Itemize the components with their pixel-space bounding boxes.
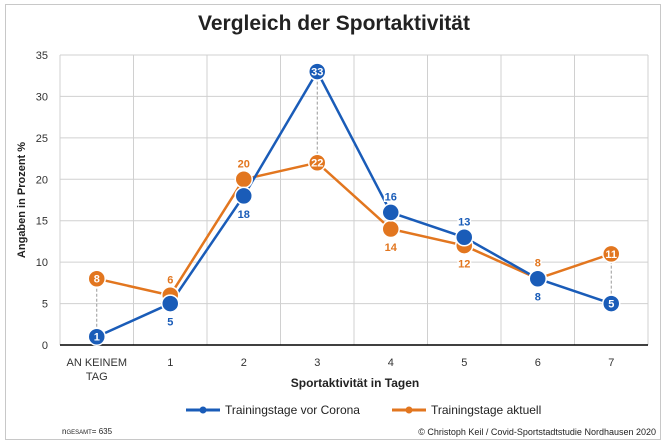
y-tick-label: 10 — [36, 257, 48, 269]
y-tick-label: 25 — [36, 133, 48, 145]
n-prefix: n — [62, 427, 67, 436]
x-tick-label: TAG — [86, 371, 108, 383]
x-axis-label: Sportaktivität in Tagen — [290, 376, 420, 390]
x-tick-label: AN KEINEM — [66, 357, 127, 369]
copyright: © Christoph Keil / Covid-Sportstadtstudi… — [418, 427, 656, 437]
data-label: 14 — [385, 242, 398, 254]
data-point — [87, 269, 106, 288]
y-tick-label: 0 — [42, 340, 48, 352]
legend-label: Trainingstage aktuell — [430, 403, 542, 417]
data-point — [381, 203, 400, 222]
n-value: = 635 — [91, 427, 113, 436]
data-point — [455, 228, 474, 247]
data-label: 18 — [238, 209, 250, 221]
legend: Trainingstage vor Corona Trainingstage a… — [184, 403, 541, 417]
sample-size: nGESAMT= 635 — [62, 427, 112, 436]
data-label: 5 — [608, 299, 614, 311]
data-label: 5 — [167, 317, 173, 329]
data-point — [528, 269, 547, 288]
x-tick-label: 6 — [535, 357, 541, 369]
y-tick-label: 35 — [36, 50, 48, 62]
data-point — [87, 327, 106, 346]
data-label: 8 — [535, 292, 541, 304]
data-point — [161, 294, 180, 313]
data-point — [234, 186, 253, 206]
legend-label: Trainingstage vor Corona — [225, 403, 360, 417]
x-tick-label: 2 — [241, 357, 247, 369]
x-tick-label: 7 — [608, 357, 614, 369]
data-label: 16 — [385, 191, 397, 203]
legend-item-aktuell: Trainingstage aktuell — [390, 403, 541, 417]
legend-item-vor-corona: Trainingstage vor Corona — [184, 403, 360, 417]
legend-marker-blue — [186, 406, 220, 414]
y-tick-label: 5 — [42, 299, 48, 311]
data-label: 1 — [94, 332, 100, 344]
x-tick-label: 4 — [388, 357, 394, 369]
x-tick-label: 1 — [167, 357, 173, 369]
data-point — [308, 153, 327, 172]
y-tick-label: 15 — [36, 216, 48, 228]
data-label: 6 — [167, 274, 173, 286]
data-point — [381, 219, 400, 239]
data-label: 22 — [311, 158, 323, 170]
x-tick-label: 3 — [314, 357, 320, 369]
data-label: 13 — [458, 216, 470, 228]
data-label: 20 — [238, 158, 250, 170]
data-label: 33 — [311, 67, 323, 79]
legend-marker-orange — [391, 406, 426, 414]
data-point — [234, 170, 253, 189]
data-label: 11 — [605, 249, 617, 261]
data-label: 8 — [94, 274, 100, 286]
n-sub: GESAMT — [66, 430, 92, 436]
chart-title: Vergleich der Sportaktivität — [198, 12, 470, 35]
y-axis-label: Angaben in Prozent % — [16, 142, 28, 258]
chart-frame — [5, 4, 661, 440]
data-label: 12 — [458, 259, 470, 271]
data-point — [602, 294, 621, 313]
data-point — [602, 244, 621, 264]
series-line — [96, 69, 612, 338]
y-tick-label: 20 — [36, 174, 48, 186]
y-tick-label: 30 — [36, 91, 48, 103]
data-label: 8 — [535, 258, 541, 270]
x-tick-label: 5 — [461, 357, 467, 369]
data-point — [308, 62, 327, 81]
